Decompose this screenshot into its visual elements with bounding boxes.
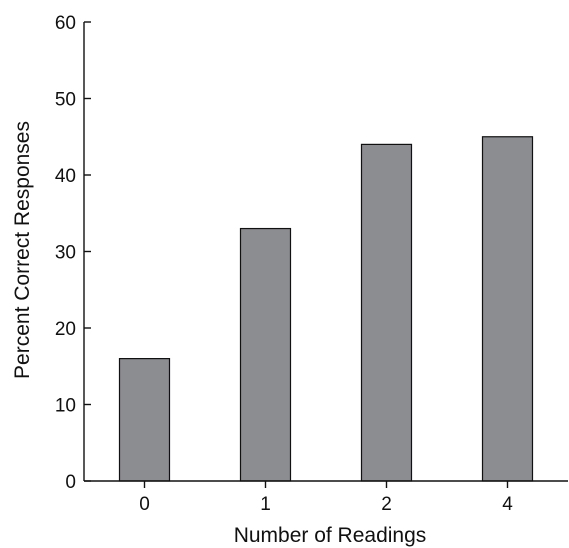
x-tick-label: 1 bbox=[260, 494, 271, 515]
x-tick-label: 0 bbox=[139, 494, 150, 515]
bar-4 bbox=[481, 136, 534, 482]
bar-1 bbox=[239, 227, 292, 482]
y-tick-label: 60 bbox=[55, 13, 76, 34]
y-tick-label: 10 bbox=[55, 396, 76, 417]
plot-area: 0 10 20 30 40 50 60 0 1 2 4 bbox=[55, 13, 568, 515]
y-tick-label: 40 bbox=[55, 166, 76, 187]
y-tick-label: 0 bbox=[65, 472, 76, 493]
x-tick-label: 4 bbox=[502, 494, 513, 515]
x-ticks-group: 0 1 2 4 bbox=[139, 481, 513, 515]
y-ticks-group: 0 10 20 30 40 50 60 bbox=[55, 13, 91, 493]
y-tick-label: 20 bbox=[55, 319, 76, 340]
bars-group bbox=[118, 136, 534, 482]
x-tick-label: 2 bbox=[381, 494, 392, 515]
bar-2 bbox=[360, 143, 413, 482]
y-tick-label: 30 bbox=[55, 243, 76, 264]
y-axis-title: Percent Correct Responses bbox=[11, 121, 34, 379]
bar-0 bbox=[118, 358, 171, 482]
y-tick-label: 50 bbox=[55, 90, 76, 111]
x-axis-title: Number of Readings bbox=[234, 524, 427, 547]
